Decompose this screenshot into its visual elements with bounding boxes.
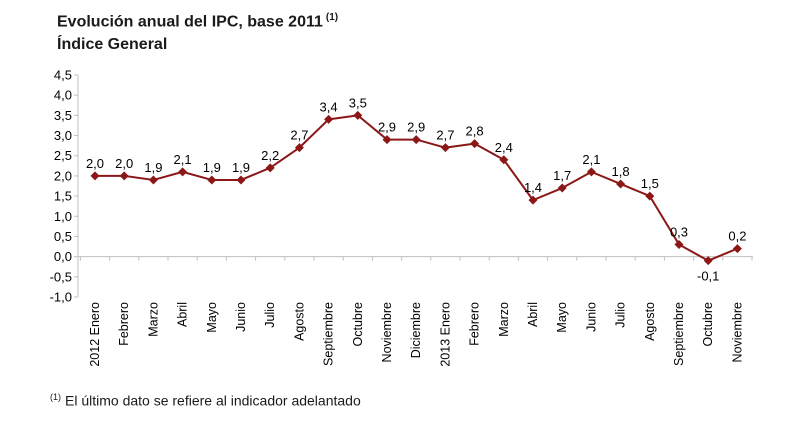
data-point-marker: [90, 171, 100, 181]
y-axis-tick-label: 2,0: [54, 168, 72, 183]
data-point-marker: [586, 167, 596, 177]
x-axis-category-label: Octubre: [701, 302, 715, 347]
data-point-marker: [674, 240, 684, 250]
data-point-marker: [528, 195, 538, 205]
data-point-marker: [557, 183, 567, 193]
data-point-marker: [119, 171, 129, 181]
x-axis-category-label: Septiembre: [672, 302, 686, 366]
x-axis-category-label: Julio: [614, 302, 628, 328]
x-axis-category-label: Mayo: [555, 302, 569, 333]
data-point-label: 2,7: [436, 128, 454, 143]
footnote: (1) El último dato se refiere al indicado…: [50, 392, 361, 409]
x-axis-category-label: Agosto: [643, 302, 657, 341]
y-axis-tick-label: 4,0: [54, 88, 72, 103]
x-axis-category-label: 2012 Enero: [88, 302, 102, 367]
data-point-label: 2,9: [378, 120, 396, 135]
data-point-marker: [178, 167, 188, 177]
data-point-label: 2,1: [174, 152, 192, 167]
y-axis-tick-label: -0,5: [50, 269, 72, 284]
data-point-marker: [353, 110, 363, 120]
data-point-label: 0,3: [670, 225, 688, 240]
y-axis-tick-label: 0,0: [54, 249, 72, 264]
x-axis-category-label: Mayo: [205, 302, 219, 333]
y-axis-tick-label: 1,0: [54, 209, 72, 224]
y-axis-tick-label: 1,5: [54, 189, 72, 204]
title-footnote-marker: (1): [325, 12, 339, 23]
data-point-marker: [616, 179, 626, 189]
data-point-marker: [324, 114, 334, 124]
data-point-label: 1,9: [232, 160, 250, 175]
y-axis-tick-label: 3,5: [54, 108, 72, 123]
data-point-marker: [440, 143, 450, 153]
data-point-label: 2,8: [466, 124, 484, 139]
data-point-marker: [236, 175, 246, 185]
x-axis-category-label: Marzo: [497, 302, 511, 337]
data-point-marker: [470, 139, 480, 149]
y-axis-tick-label: 0,5: [54, 229, 72, 244]
x-axis-category-label: Noviembre: [730, 302, 744, 362]
data-point-label: 1,8: [612, 164, 630, 179]
chart-title-block: Evolución anual del IPC, base 2011 (1) Ín…: [57, 6, 338, 56]
x-axis-category-label: Julio: [263, 302, 277, 328]
x-axis-category-label: Diciembre: [409, 302, 423, 358]
data-point-label: 2,7: [290, 128, 308, 143]
data-point-marker: [499, 155, 509, 165]
data-point-label: 1,4: [524, 180, 542, 195]
data-point-label: 1,7: [553, 168, 571, 183]
x-axis-category-label: Septiembre: [322, 302, 336, 366]
x-axis-category-label: 2013 Enero: [438, 302, 452, 367]
data-point-label: 3,5: [349, 95, 367, 110]
data-point-marker: [732, 244, 742, 254]
x-axis-category-label: Febrero: [468, 302, 482, 346]
y-axis-tick-label: 3,0: [54, 128, 72, 143]
x-axis-category-label: Abril: [176, 302, 190, 327]
data-point-label: 2,0: [115, 156, 133, 171]
data-point-label: 1,9: [144, 160, 162, 175]
data-point-label: 2,0: [86, 156, 104, 171]
x-axis-category-label: Octubre: [351, 302, 365, 347]
x-axis-category-label: Abril: [526, 302, 540, 327]
x-axis-category-label: Junio: [584, 302, 598, 332]
chart-subtitle: Índice General: [57, 36, 168, 54]
x-axis-category-label: Noviembre: [380, 302, 394, 362]
data-point-label: 1,5: [641, 176, 659, 191]
x-axis-category-label: Agosto: [292, 302, 306, 341]
data-point-marker: [294, 143, 304, 153]
data-point-marker: [382, 135, 392, 145]
x-axis-category-label: Febrero: [117, 302, 131, 346]
data-point-label: 2,1: [582, 152, 600, 167]
data-point-marker: [411, 135, 421, 145]
x-axis-category-label: Junio: [234, 302, 248, 332]
data-point-label: 2,2: [261, 148, 279, 163]
data-point-marker: [703, 256, 713, 266]
y-axis-tick-label: 2,5: [54, 148, 72, 163]
data-point-marker: [645, 191, 655, 201]
data-point-label: -0,1: [697, 269, 719, 284]
data-point-marker: [148, 175, 158, 185]
x-axis-category-label: Marzo: [146, 302, 160, 337]
footnote-marker: (1): [50, 392, 61, 402]
data-point-label: 1,9: [203, 160, 221, 175]
data-point-label: 2,9: [407, 120, 425, 135]
data-point-marker: [265, 163, 275, 173]
y-axis-tick-label: 4,5: [54, 68, 72, 83]
data-point-marker: [207, 175, 217, 185]
data-point-label: 0,2: [728, 229, 746, 244]
chart-title: Evolución anual del IPC, base 2011: [57, 13, 323, 31]
footnote-text: El último dato se refiere al indicador a…: [65, 392, 361, 409]
y-axis-tick-label: -1,0: [50, 290, 72, 305]
data-point-label: 2,4: [495, 140, 513, 155]
data-point-label: 3,4: [320, 99, 338, 114]
